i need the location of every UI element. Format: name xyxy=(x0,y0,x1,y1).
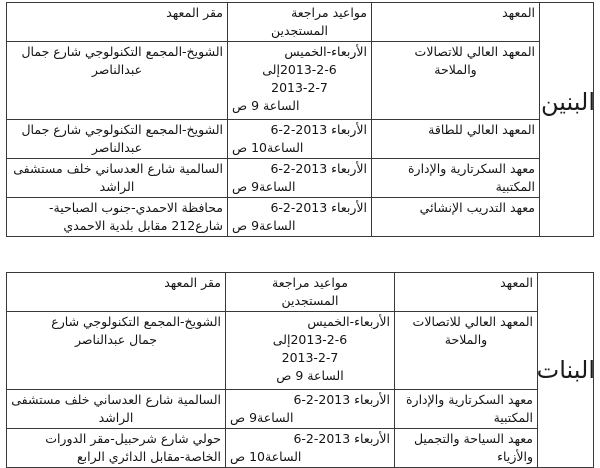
dates-cell: الأربعاء 2013-2-6 الساعة9 ص xyxy=(227,158,372,198)
institute-cell: المعهد العالي للاتصالات والملاحة xyxy=(394,311,538,390)
cell-line: شارع212 مقابل بلدية الاحمدي xyxy=(63,218,223,233)
cell-line: الأربعاء-الخميس xyxy=(284,44,367,59)
institute-cell: معهد التدريب الإنشائي xyxy=(371,197,540,237)
cell-line: الساعة9 ص xyxy=(232,218,296,233)
cell-line: الساعة 9 ص xyxy=(276,368,344,383)
cell-line: والملاحة xyxy=(444,332,488,347)
boys-band-label: البنين xyxy=(541,88,595,116)
table-header-row: البنين المعهد مواعيد مراجعة المستجدين مق… xyxy=(6,2,595,237)
institute-cell: المعهد العالي للطاقة xyxy=(371,119,540,159)
cell-line: الأربعاء 2013-2-6 xyxy=(270,122,367,137)
header-institute: المعهد xyxy=(371,2,540,42)
cell-line: والملاحة xyxy=(434,62,477,77)
cell-line: والأزياء xyxy=(497,449,533,464)
cell-line: 2013-2-6إلى xyxy=(272,332,348,347)
cell-line: المعهد العالي للاتصالات xyxy=(414,44,535,59)
cell-line: الساعة 9 ص xyxy=(232,98,300,113)
header-text: المعهد xyxy=(502,5,535,20)
cell-line: جمال عبدالناصر xyxy=(75,332,157,347)
boys-band-cell: البنين xyxy=(539,2,595,237)
cell-line: الراشد xyxy=(98,410,134,425)
location-cell: الشويخ-المجمع التكنولوجي شارع جمال عبدال… xyxy=(6,41,228,120)
cell-line: الساعة9 ص xyxy=(230,410,294,425)
cell-line: الأربعاء 2013-2-6 xyxy=(293,431,390,446)
cell-line: معهد السكرتارية والإدارة xyxy=(406,392,533,407)
girls-table: البنات المعهد مواعيد مراجعة المستجدين مق… xyxy=(6,272,595,468)
cell-line: السالمية شارع العدساني خلف مستشفى xyxy=(13,161,223,176)
cell-line: الخاصة-مقابل الدائري الرابع xyxy=(77,449,221,464)
table-row: معهد السياحة والتجميل والأزياء الأربعاء … xyxy=(6,428,594,468)
dates-cell: الأربعاء 2013-2-6 الساعة9 ص xyxy=(225,389,395,429)
boys-table: البنين المعهد مواعيد مراجعة المستجدين مق… xyxy=(6,2,595,237)
header-dates: مواعيد مراجعة المستجدين xyxy=(225,272,395,312)
location-cell: محافظة الاحمدي-جنوب الصباحية- شارع212 مق… xyxy=(6,197,228,237)
cell-line: عبدالناصر xyxy=(91,62,143,77)
header-dates: مواعيد مراجعة المستجدين xyxy=(227,2,372,42)
cell-line: المعهد العالي للطاقة xyxy=(428,122,535,137)
table-row: معهد التدريب الإنشائي الأربعاء 2013-2-6 … xyxy=(6,197,594,237)
table-row: المعهد العالي للطاقة الأربعاء 2013-2-6 ا… xyxy=(6,119,594,159)
cell-line: الساعة10 ص xyxy=(230,449,302,464)
location-cell: السالمية شارع العدساني خلف مستشفى الراشد xyxy=(6,389,226,429)
dates-cell: الأربعاء-الخميس 2013-2-6إلى 2013-2-7 الس… xyxy=(225,311,395,390)
header-text: مواعيد مراجعة xyxy=(272,275,348,290)
cell-line: المكتبية xyxy=(495,179,535,194)
header-text: المعهد xyxy=(500,275,533,290)
header-text: المستجدين xyxy=(270,23,329,38)
cell-line: حولي شارع شرحبيل-مقر الدورات xyxy=(45,431,221,446)
institute-cell: معهد السكرتارية والإدارة المكتبية xyxy=(371,158,540,198)
header-location: مقر المعهد xyxy=(6,2,228,42)
table-row: المعهد العالي للاتصالات والملاحة الأربعا… xyxy=(6,311,594,390)
cell-line: السالمية شارع العدساني خلف مستشفى xyxy=(11,392,221,407)
table-row: معهد السكرتارية والإدارة المكتبية الأربع… xyxy=(6,158,594,198)
table-row: معهد السكرتارية والإدارة المكتبية الأربع… xyxy=(6,389,594,429)
dates-cell: الأربعاء 2013-2-6 الساعة10 ص xyxy=(227,119,372,159)
cell-line: الساعة9 ص xyxy=(232,179,296,194)
cell-line: المعهد العالي للاتصالات xyxy=(412,314,533,329)
location-cell: الشويخ-المجمع التكنولوجي شارع جمال عبدال… xyxy=(6,119,228,159)
table-header-row: البنات المعهد مواعيد مراجعة المستجدين مق… xyxy=(6,272,595,468)
cell-line: الساعة10 ص xyxy=(232,140,304,155)
cell-line: الأربعاء 2013-2-6 xyxy=(270,200,367,215)
institute-cell: معهد السياحة والتجميل والأزياء xyxy=(394,428,538,468)
cell-line: الشويخ-المجمع التكنولوجي شارع جمال xyxy=(21,122,223,137)
cell-line: الأربعاء-الخميس xyxy=(307,314,390,329)
cell-line: الراشد xyxy=(99,179,135,194)
header-text: المستجدين xyxy=(281,293,339,308)
table-row: المعهد العالي للاتصالات والملاحة الأربعا… xyxy=(6,41,594,120)
cell-line: معهد التدريب الإنشائي xyxy=(419,200,535,215)
header-text: مقر المعهد xyxy=(164,275,221,290)
location-cell: الشويخ-المجمع التكنولوجي شارع جمال عبدال… xyxy=(6,311,226,390)
cell-line: معهد السياحة والتجميل xyxy=(413,431,533,446)
header-institute: المعهد xyxy=(394,272,538,312)
cell-line: الأربعاء 2013-2-6 xyxy=(293,392,390,407)
header-location: مقر المعهد xyxy=(6,272,226,312)
cell-line: 2013-2-6إلى xyxy=(262,62,337,77)
cell-line: 2013-2-7 xyxy=(271,80,328,95)
cell-line: 2013-2-7 xyxy=(281,350,339,365)
cell-line: عبدالناصر xyxy=(91,140,143,155)
cell-line: الشويخ-المجمع التكنولوجي شارع جمال xyxy=(21,44,223,59)
institute-cell: معهد السكرتارية والإدارة المكتبية xyxy=(394,389,538,429)
girls-band-cell: البنات xyxy=(537,272,595,468)
header-text: مقر المعهد xyxy=(166,5,223,20)
cell-line: المكتبية xyxy=(493,410,533,425)
header-text: مواعيد مراجعة xyxy=(291,5,367,20)
cell-line: محافظة الاحمدي-جنوب الصباحية- xyxy=(49,200,223,215)
girls-band-label: البنات xyxy=(536,356,595,384)
cell-line: الشويخ-المجمع التكنولوجي شارع xyxy=(51,314,221,329)
dates-cell: الأربعاء 2013-2-6 الساعة9 ص xyxy=(227,197,372,237)
cell-line: الأربعاء 2013-2-6 xyxy=(270,161,367,176)
cell-line: معهد السكرتارية والإدارة xyxy=(408,161,535,176)
dates-cell: الأربعاء-الخميس 2013-2-6إلى 2013-2-7 الس… xyxy=(227,41,372,120)
dates-cell: الأربعاء 2013-2-6 الساعة10 ص xyxy=(225,428,395,468)
location-cell: السالمية شارع العدساني خلف مستشفى الراشد xyxy=(6,158,228,198)
location-cell: حولي شارع شرحبيل-مقر الدورات الخاصة-مقاب… xyxy=(6,428,226,468)
institute-cell: المعهد العالي للاتصالات والملاحة xyxy=(371,41,540,120)
